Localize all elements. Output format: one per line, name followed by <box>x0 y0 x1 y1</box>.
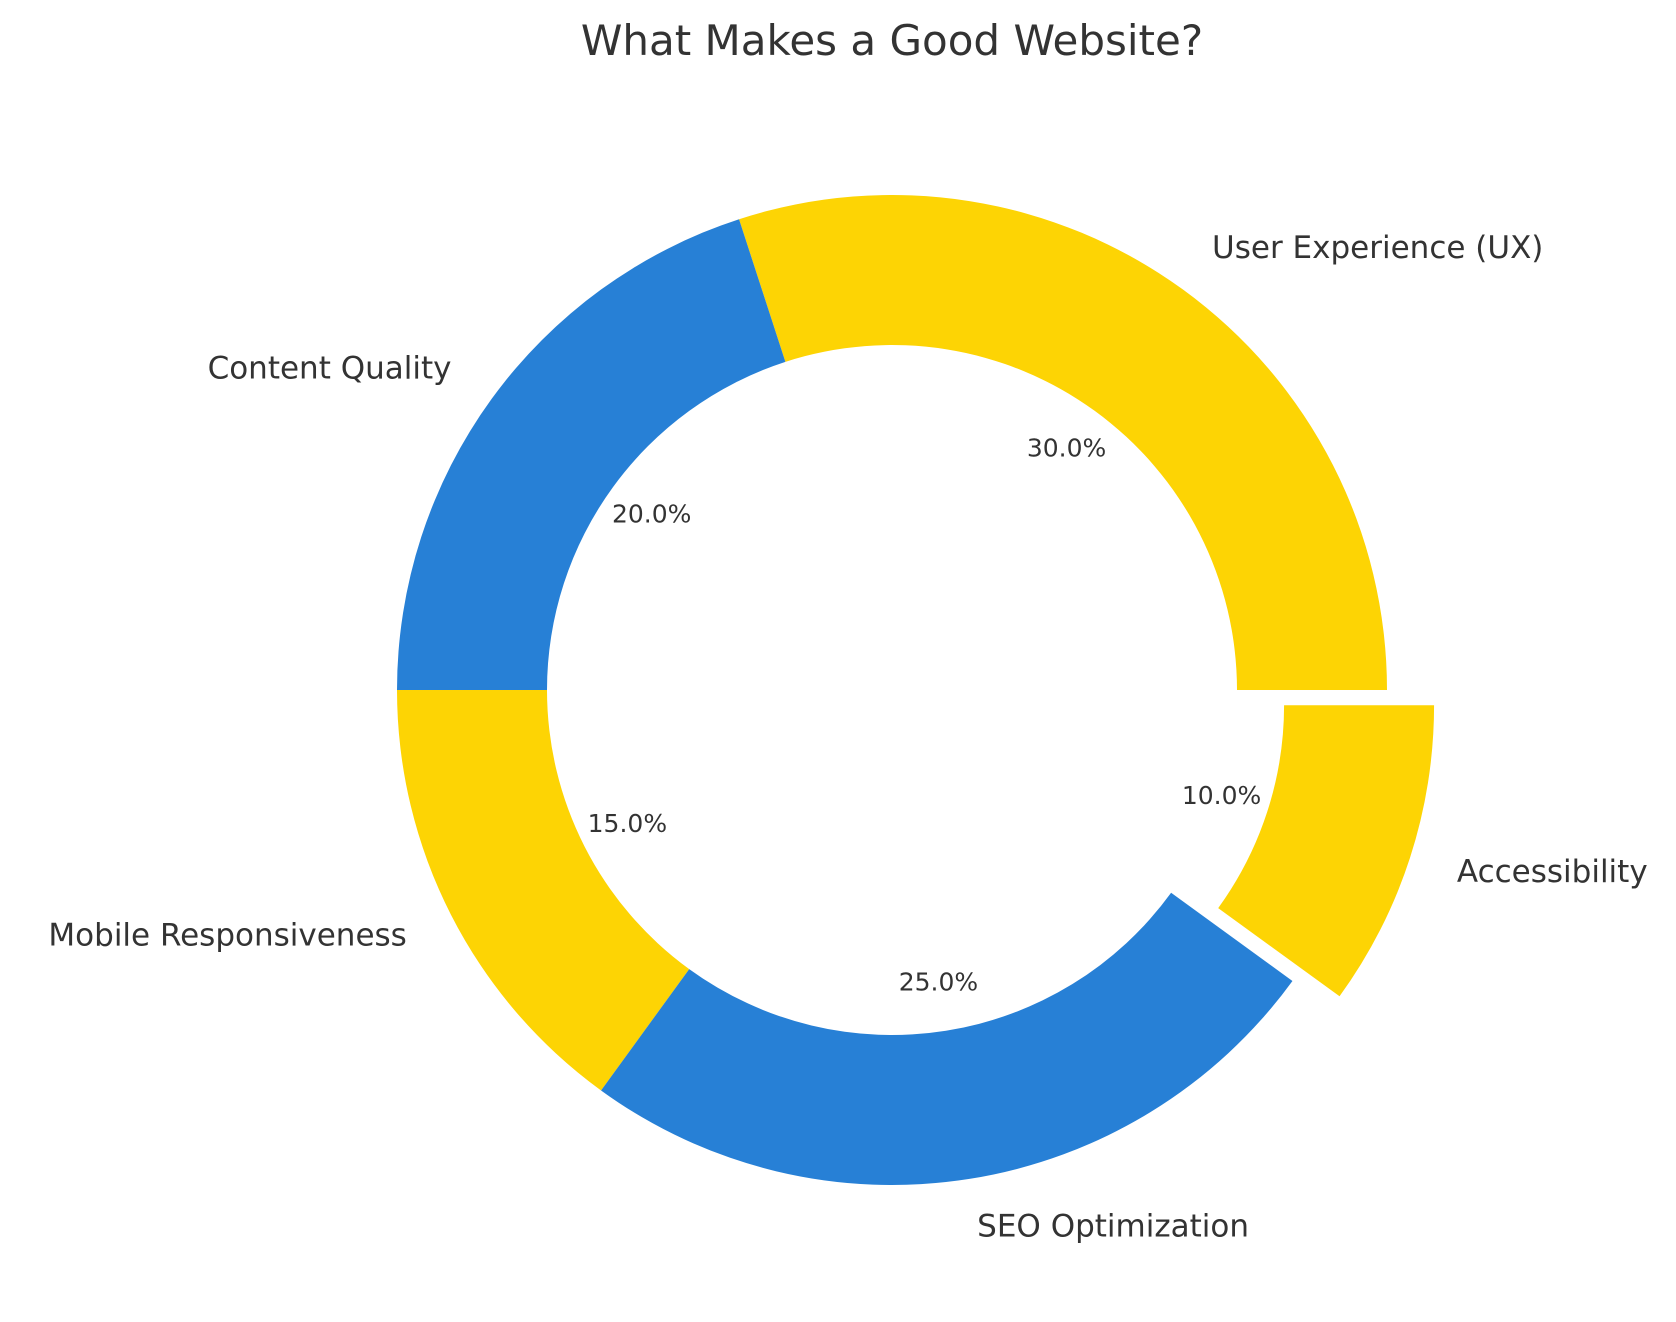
percent-label-user-experience-ux: 30.0% <box>1027 434 1106 463</box>
slice-seo-optimization <box>601 892 1293 1185</box>
chart-title: What Makes a Good Website? <box>581 16 1203 65</box>
percent-label-seo-optimization: 25.0% <box>899 967 978 996</box>
slice-label-accessibility: Accessibility <box>1457 854 1648 890</box>
slices-layer <box>397 195 1435 1185</box>
slice-accessibility <box>1218 705 1435 997</box>
percent-label-mobile-responsiveness: 15.0% <box>588 809 667 838</box>
percent-label-accessibility: 10.0% <box>1182 781 1261 810</box>
slice-label-mobile-responsiveness: Mobile Responsiveness <box>48 918 406 954</box>
slice-label-content-quality: Content Quality <box>208 350 452 386</box>
slice-content-quality <box>397 219 786 691</box>
slice-label-user-experience-ux: User Experience (UX) <box>1212 230 1543 266</box>
slice-label-seo-optimization: SEO Optimization <box>977 1208 1249 1244</box>
slice-user-experience-ux <box>739 195 1387 690</box>
percent-label-content-quality: 20.0% <box>612 499 691 528</box>
labels-layer: User Experience (UX) 30.0% Content Quality… <box>48 230 1647 1244</box>
slice-mobile-responsiveness <box>397 690 690 1091</box>
